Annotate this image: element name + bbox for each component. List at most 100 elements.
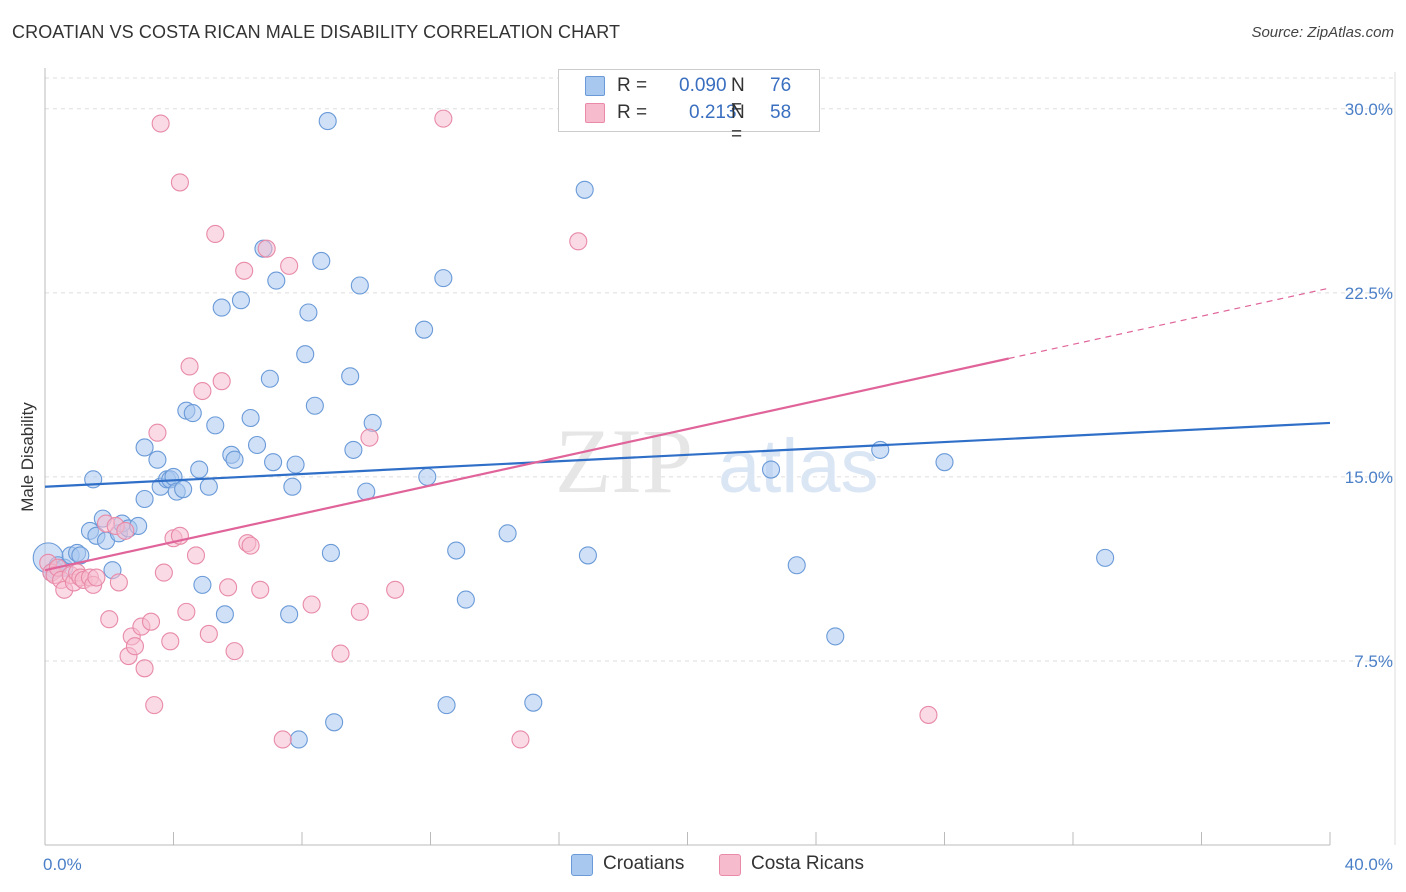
croatians-point xyxy=(247,435,267,455)
costaricans-point xyxy=(151,114,170,133)
costaricans-point xyxy=(273,730,292,749)
source-label: Source: ZipAtlas.com xyxy=(1251,24,1394,41)
costaricans-point xyxy=(302,595,321,614)
croatians-point xyxy=(456,590,475,609)
costaricans-point xyxy=(141,612,161,631)
x-tick-label-max: 40.0% xyxy=(1345,855,1393,874)
costaricans-point xyxy=(177,602,196,621)
costaricans-point xyxy=(125,637,144,656)
costaricans-point xyxy=(199,624,218,644)
costaricans-points xyxy=(39,109,938,749)
costaricans-point xyxy=(331,644,350,663)
croatians-point xyxy=(344,440,363,459)
croatians-point xyxy=(325,713,344,732)
croatians-point xyxy=(418,467,437,486)
croatians-point xyxy=(289,730,308,749)
croatians-point xyxy=(260,369,279,388)
croatians-point xyxy=(212,298,231,317)
croatians-point xyxy=(321,543,340,563)
croatians-trend-line xyxy=(44,421,1331,488)
legend-swatch-croatians xyxy=(585,76,605,96)
trend-lines xyxy=(44,287,1331,572)
croatians-point xyxy=(312,251,331,271)
costaricans-point xyxy=(109,573,128,592)
legend-r-label: R = xyxy=(617,102,648,123)
costaricans-point xyxy=(161,632,180,651)
costaricans-point xyxy=(919,705,938,724)
costaricans-point xyxy=(87,568,106,587)
croatians-point xyxy=(350,276,369,295)
croatians-point xyxy=(575,180,594,199)
legend-n-label: N = xyxy=(731,102,745,145)
costaricans-point xyxy=(350,602,369,621)
croatians-point xyxy=(135,489,154,509)
croatians-point xyxy=(241,408,260,428)
croatians-point xyxy=(415,320,434,339)
legend-swatch-costaricans xyxy=(719,854,741,876)
watermark-atlas: atlas xyxy=(718,424,879,509)
costaricans-point xyxy=(225,642,244,661)
legend-swatch-croatians xyxy=(571,854,593,876)
costaricans-point xyxy=(186,546,206,565)
legend-n-value: 76 xyxy=(770,75,792,96)
costaricans-point xyxy=(434,109,453,128)
croatians-point xyxy=(267,271,286,290)
axes xyxy=(44,68,1331,846)
croatians-point xyxy=(174,480,193,499)
croatians-point xyxy=(299,303,318,322)
y-axis-title: Male Disability xyxy=(18,402,37,512)
croatians-point xyxy=(193,575,212,594)
croatians-point xyxy=(199,477,218,496)
croatians-point xyxy=(190,460,209,479)
croatians-point xyxy=(148,450,167,469)
croatians-point xyxy=(341,367,360,386)
costaricans-point xyxy=(511,730,530,749)
costaricans-point xyxy=(148,423,167,442)
croatians-point xyxy=(578,546,597,565)
croatians-point xyxy=(363,413,382,432)
croatians-point xyxy=(437,696,456,715)
costaricans-point xyxy=(170,173,189,192)
croatians-point xyxy=(225,450,244,469)
costaricans-point xyxy=(219,578,238,597)
tick-labels: 7.5% 15.0% 22.5% 30.0% 0.0% 40.0% xyxy=(43,100,1393,874)
croatians-point xyxy=(524,693,543,712)
costaricans-point xyxy=(386,580,405,599)
legend-swatch-costaricans xyxy=(585,103,605,123)
croatians-point xyxy=(296,345,315,364)
croatians-point xyxy=(935,453,954,472)
croatians-point xyxy=(215,605,234,624)
watermark: ZIP atlas xyxy=(555,410,879,512)
croatians-point xyxy=(1096,548,1115,567)
costaricans-trend-extension xyxy=(1008,287,1331,360)
croatians-point xyxy=(264,453,283,472)
costaricans-point xyxy=(280,256,299,275)
croatians-point xyxy=(280,605,299,624)
costaricans-trend-line xyxy=(44,357,1009,572)
costaricans-point xyxy=(180,357,199,376)
legend-label-costaricans: Costa Ricans xyxy=(751,853,864,874)
costaricans-point xyxy=(100,610,119,629)
croatians-point xyxy=(231,291,251,310)
croatians-point xyxy=(787,556,806,575)
croatians-point xyxy=(761,460,781,479)
costaricans-point xyxy=(241,536,260,555)
croatians-point xyxy=(206,416,225,435)
costaricans-point xyxy=(257,239,276,258)
y-tick-label: 22.5% xyxy=(1345,284,1393,303)
costaricans-point xyxy=(212,372,231,391)
legend-label-croatians: Croatians xyxy=(603,853,685,874)
legend-r-value: 0.213 xyxy=(689,102,737,123)
y-tick-label: 7.5% xyxy=(1354,652,1393,671)
costaricans-point xyxy=(360,428,379,447)
stats-legend: R = 0.090 N = 76 R = 0.213 N = 58 xyxy=(558,69,820,145)
croatians-point xyxy=(183,404,202,423)
y-tick-label: 30.0% xyxy=(1345,100,1393,119)
costaricans-point xyxy=(235,261,254,280)
chart-title: CROATIAN VS COSTA RICAN MALE DISABILITY … xyxy=(12,22,621,42)
costaricans-point xyxy=(569,232,588,251)
croatians-point xyxy=(498,524,517,543)
costaricans-point xyxy=(154,563,173,582)
croatians-point xyxy=(447,541,466,560)
croatians-point xyxy=(305,396,324,415)
